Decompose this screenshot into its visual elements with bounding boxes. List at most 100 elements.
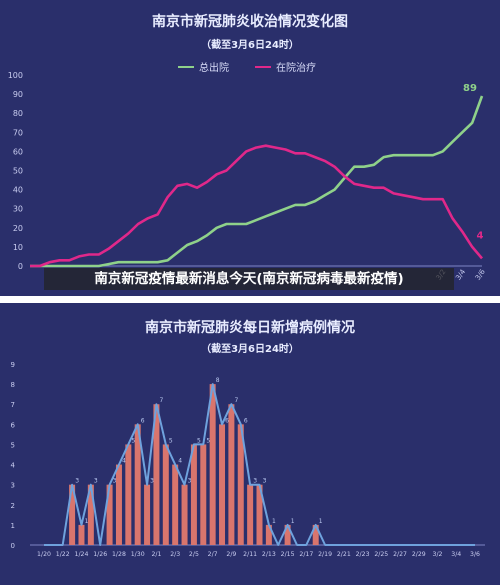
legend-label-hospitalized: 在院治疗	[276, 63, 316, 74]
legend-item-discharged: 总出院	[178, 59, 229, 74]
bottom-x-tick-label: 1/28	[112, 551, 126, 558]
bottom-y-tick-label: 1	[11, 522, 15, 530]
bottom-bar	[106, 484, 113, 545]
bottom-data-label: 3	[113, 478, 117, 485]
bottom-data-label: 5	[206, 437, 210, 444]
top-y-tick-label: 20	[13, 224, 23, 233]
bottom-data-label: 3	[150, 478, 154, 485]
top-chart-subtitle: （截至3月6日24时）	[201, 40, 299, 51]
bottom-bar	[144, 484, 151, 545]
discharge-chart-panel: 南京市新冠肺炎收治情况变化图 （截至3月6日24时） 总出院 在院治疗 0 10 2…	[0, 0, 500, 296]
bottom-x-tick-label: 1/24	[75, 551, 89, 558]
bottom-bar	[172, 464, 179, 545]
top-y-tick-label: 70	[13, 128, 23, 137]
top-chart-legend: 总出院 在院治疗	[178, 59, 316, 74]
bottom-bar	[190, 444, 197, 545]
top-x-tick-label: 3/4	[454, 267, 467, 281]
bottom-x-tick-label: 2/3	[170, 551, 180, 558]
bottom-bar	[162, 444, 169, 545]
bottom-y-tick-label: 5	[11, 441, 15, 449]
bottom-y-tick-label: 0	[11, 542, 15, 550]
bottom-x-tick-label: 2/13	[262, 551, 276, 558]
bottom-bar	[284, 524, 291, 545]
bottom-data-label: 4	[122, 458, 126, 465]
bottom-bar	[312, 524, 319, 545]
bottom-y-tick-label: 3	[11, 482, 15, 490]
bottom-x-tick-label: 2/15	[281, 551, 295, 558]
bottom-x-tick-label: 2/1	[151, 551, 161, 558]
bottom-y-tick-label: 2	[11, 502, 15, 510]
top-series-end-label-hospitalized: 4	[477, 230, 484, 241]
bottom-x-tick-label: 3/4	[451, 551, 461, 558]
bottom-bar	[69, 484, 76, 545]
legend-swatch-discharged	[178, 65, 194, 68]
bottom-data-label: 1	[319, 518, 323, 525]
bottom-x-tick-label: 2/17	[299, 551, 313, 558]
bottom-data-label: 3	[75, 478, 79, 485]
bottom-data-label: 7	[160, 397, 164, 404]
legend-label-discharged: 总出院	[199, 63, 229, 74]
bottom-data-label: 5	[131, 437, 135, 444]
bottom-x-tick-label: 2/11	[243, 551, 257, 558]
bottom-y-tick-label: 6	[11, 421, 16, 429]
bottom-x-tick-label: 2/9	[226, 551, 236, 558]
bottom-data-label: 1	[272, 518, 276, 525]
bottom-data-label: 6	[225, 417, 229, 424]
legend-swatch-hospitalized	[255, 65, 271, 68]
divider	[0, 296, 500, 303]
bottom-bar	[78, 524, 85, 545]
bottom-data-label: 3	[253, 478, 257, 485]
top-y-tick-label: 100	[8, 71, 23, 80]
article-headline: 南京新冠疫情最新消息今天(南京新冠病毒最新疫情)	[44, 268, 454, 290]
bottom-data-label: 1	[85, 518, 89, 525]
bottom-bar	[228, 404, 235, 545]
daily-cases-chart-panel: 南京市新冠肺炎每日新增病例情况 （截至3月6日24时） 0 1 2 3 4 5 6 7 8 9 3 1…	[0, 303, 500, 585]
bottom-data-label: 6	[244, 417, 248, 424]
top-y-tick-label: 90	[13, 90, 23, 99]
bottom-x-tick-label: 1/26	[93, 551, 107, 558]
bottom-x-tick-label: 2/29	[412, 551, 426, 558]
top-y-tick-label: 80	[13, 109, 23, 118]
bottom-chart-subtitle: （截至3月6日24时）	[201, 344, 299, 355]
bottom-x-tick-label: 2/21	[337, 551, 351, 558]
bottom-x-tick-label: 2/25	[374, 551, 388, 558]
top-series-line-discharged	[30, 95, 484, 268]
bottom-bar	[87, 484, 94, 545]
bottom-bar	[219, 424, 226, 545]
top-x-tick-label: 3/6	[474, 267, 487, 281]
top-y-tick-label: 40	[13, 186, 23, 195]
bottom-y-tick-label: 9	[11, 361, 15, 369]
top-y-tick-label: 50	[13, 167, 23, 176]
bottom-x-tick-label: 3/2	[433, 551, 443, 558]
bottom-bar	[181, 484, 188, 545]
bottom-bar	[200, 444, 207, 545]
bottom-data-label: 3	[188, 478, 192, 485]
bottom-data-label: 1	[291, 518, 295, 525]
top-y-tick-label: 60	[13, 147, 23, 156]
bottom-chart-title: 南京市新冠肺炎每日新增病例情况	[145, 320, 355, 336]
bottom-bar	[125, 444, 132, 545]
bottom-x-tick-label: 2/19	[318, 551, 332, 558]
bottom-bar	[247, 484, 254, 545]
bottom-trend-line	[44, 383, 475, 546]
top-chart-title: 南京市新冠肺炎收治情况变化图	[152, 14, 348, 30]
bottom-x-tick-label: 1/30	[131, 551, 145, 558]
bottom-data-label: 5	[169, 437, 173, 444]
bottom-bar	[256, 484, 263, 545]
bottom-y-tick-label: 4	[11, 462, 16, 470]
bottom-data-label: 8	[216, 377, 220, 384]
bottom-data-label: 5	[197, 437, 201, 444]
bottom-x-tick-label: 2/23	[356, 551, 370, 558]
bottom-data-label: 3	[94, 478, 98, 485]
top-y-tick-label: 10	[13, 243, 23, 252]
bottom-bar	[134, 424, 141, 545]
bottom-bar	[237, 424, 244, 545]
top-series-end-label-discharged: 89	[463, 83, 477, 94]
bottom-data-label: 4	[178, 458, 182, 465]
bottom-x-tick-label: 2/27	[393, 551, 407, 558]
bottom-bar	[209, 384, 216, 545]
bottom-data-label: 6	[141, 417, 145, 424]
